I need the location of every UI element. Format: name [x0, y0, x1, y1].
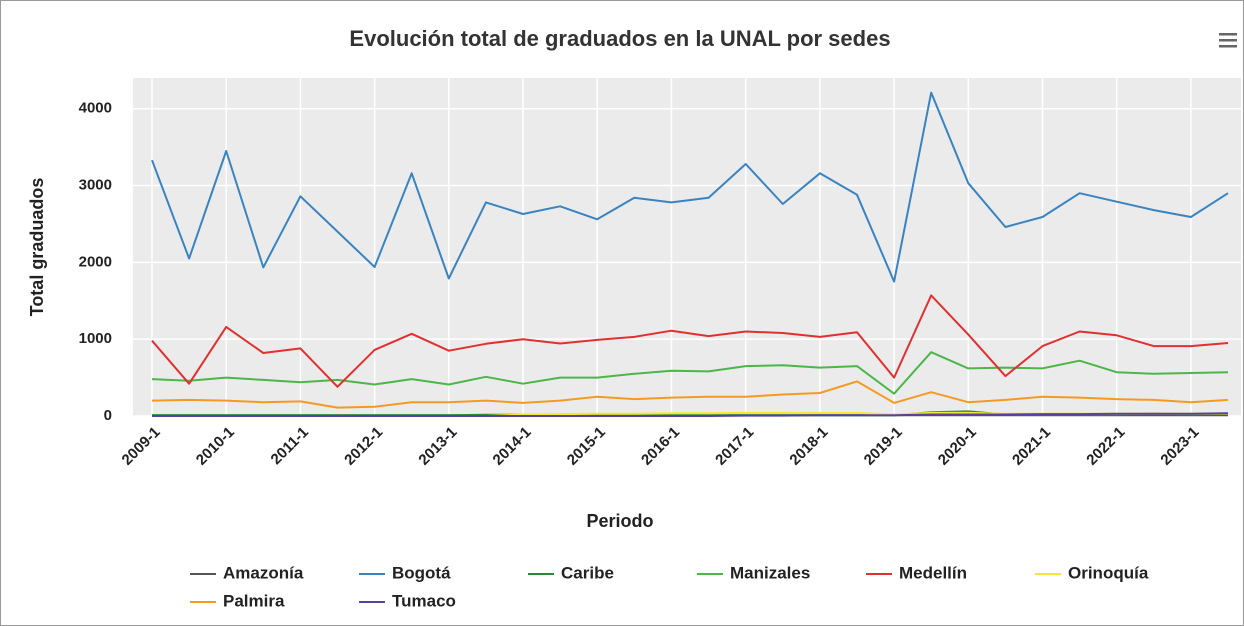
- y-tick-label: 2000: [79, 253, 112, 270]
- legend-label: Manizales: [730, 563, 810, 582]
- legend-item[interactable]: Caribe: [528, 563, 614, 582]
- menu-bar: [1219, 33, 1237, 36]
- legend-item[interactable]: Orinoquía: [1035, 563, 1149, 582]
- chart-title: Evolución total de graduados en la UNAL …: [349, 26, 890, 51]
- y-tick-label: 1000: [79, 330, 112, 347]
- legend-label: Tumaco: [392, 591, 456, 610]
- menu-bar: [1219, 39, 1237, 42]
- legend-label: Caribe: [561, 563, 614, 582]
- legend-item[interactable]: Medellín: [866, 563, 967, 582]
- legend-item[interactable]: Manizales: [697, 563, 810, 582]
- series-line: [151, 91, 1229, 283]
- legend-item[interactable]: Palmira: [190, 591, 285, 610]
- plot-area: [133, 78, 1241, 416]
- legend-label: Medellín: [899, 563, 967, 582]
- menu-bar: [1219, 45, 1237, 48]
- legend-label: Bogotá: [392, 563, 451, 582]
- series-line: [151, 294, 1229, 388]
- menu-icon[interactable]: [1219, 33, 1237, 48]
- legend-label: Palmira: [223, 591, 285, 610]
- y-tick-label: 4000: [79, 100, 112, 117]
- y-tick-label: 0: [104, 407, 112, 424]
- legend-item[interactable]: Tumaco: [359, 591, 456, 610]
- y-axis-title: Total graduados: [27, 178, 47, 317]
- x-axis-title: Periodo: [586, 511, 653, 531]
- legend-item[interactable]: Amazonía: [190, 563, 304, 582]
- series-line: [152, 412, 1229, 417]
- y-tick-label: 3000: [79, 177, 112, 194]
- legend-item[interactable]: Bogotá: [359, 563, 451, 582]
- series-line: [151, 380, 1229, 409]
- legend-label: Amazonía: [223, 563, 304, 582]
- legend-label: Orinoquía: [1068, 563, 1149, 582]
